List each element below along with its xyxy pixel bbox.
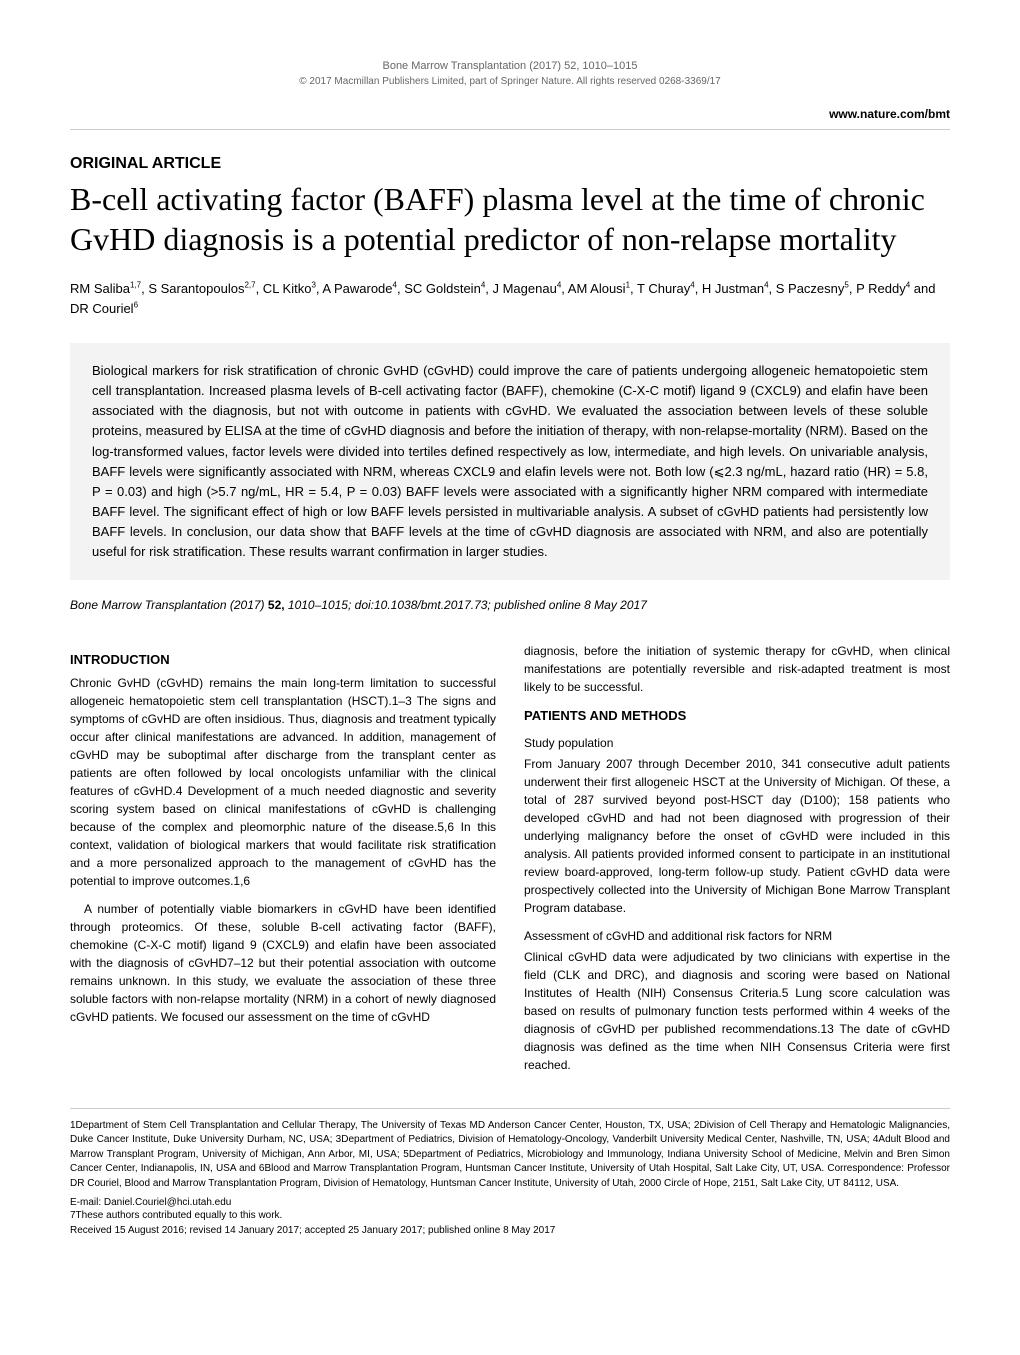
footer-affiliations: 1Department of Stem Cell Transplantation… <box>70 1108 950 1192</box>
citation-volume: 52, <box>268 598 285 612</box>
website-link[interactable]: www.nature.com/bmt <box>70 107 950 121</box>
citation-line: Bone Marrow Transplantation (2017) 52, 1… <box>70 598 950 612</box>
left-column: INTRODUCTION Chronic GvHD (cGvHD) remain… <box>70 642 496 1084</box>
assessment-body: Clinical cGvHD data were adjudicated by … <box>524 948 950 1074</box>
copyright-line: © 2017 Macmillan Publishers Limited, par… <box>70 76 950 87</box>
page: Bone Marrow Transplantation (2017) 52, 1… <box>0 0 1020 1276</box>
footer-equal-contribution: 7These authors contributed equally to th… <box>70 1210 950 1221</box>
intro-paragraph-1: Chronic GvHD (cGvHD) remains the main lo… <box>70 674 496 890</box>
article-title: B-cell activating factor (BAFF) plasma l… <box>70 179 950 259</box>
journal-header: Bone Marrow Transplantation (2017) 52, 1… <box>70 60 950 72</box>
assessment-heading: Assessment of cGvHD and additional risk … <box>524 927 950 945</box>
citation-journal: Bone Marrow Transplantation <box>70 598 227 612</box>
abstract-box: Biological markers for risk stratificati… <box>70 343 950 580</box>
right-column: diagnosis, before the initiation of syst… <box>524 642 950 1084</box>
study-population-heading: Study population <box>524 734 950 752</box>
intro-paragraph-2-cont: diagnosis, before the initiation of syst… <box>524 642 950 696</box>
authors-list: RM Saliba1,7, S Sarantopoulos2,7, CL Kit… <box>70 279 950 318</box>
header-rule <box>70 129 950 130</box>
footer-dates: Received 15 August 2016; revised 14 Janu… <box>70 1225 950 1236</box>
citation-year: (2017) <box>227 598 268 612</box>
study-population-body: From January 2007 through December 2010,… <box>524 755 950 917</box>
introduction-heading: INTRODUCTION <box>70 650 496 670</box>
article-type: ORIGINAL ARTICLE <box>70 155 950 173</box>
footer-email: E-mail: Daniel.Couriel@hci.utah.edu <box>70 1197 950 1208</box>
methods-heading: PATIENTS AND METHODS <box>524 706 950 726</box>
two-column-layout: INTRODUCTION Chronic GvHD (cGvHD) remain… <box>70 642 950 1084</box>
citation-pages: 1010–1015; doi:10.1038/bmt.2017.73; publ… <box>285 598 647 612</box>
intro-paragraph-2: A number of potentially viable biomarker… <box>70 900 496 1026</box>
